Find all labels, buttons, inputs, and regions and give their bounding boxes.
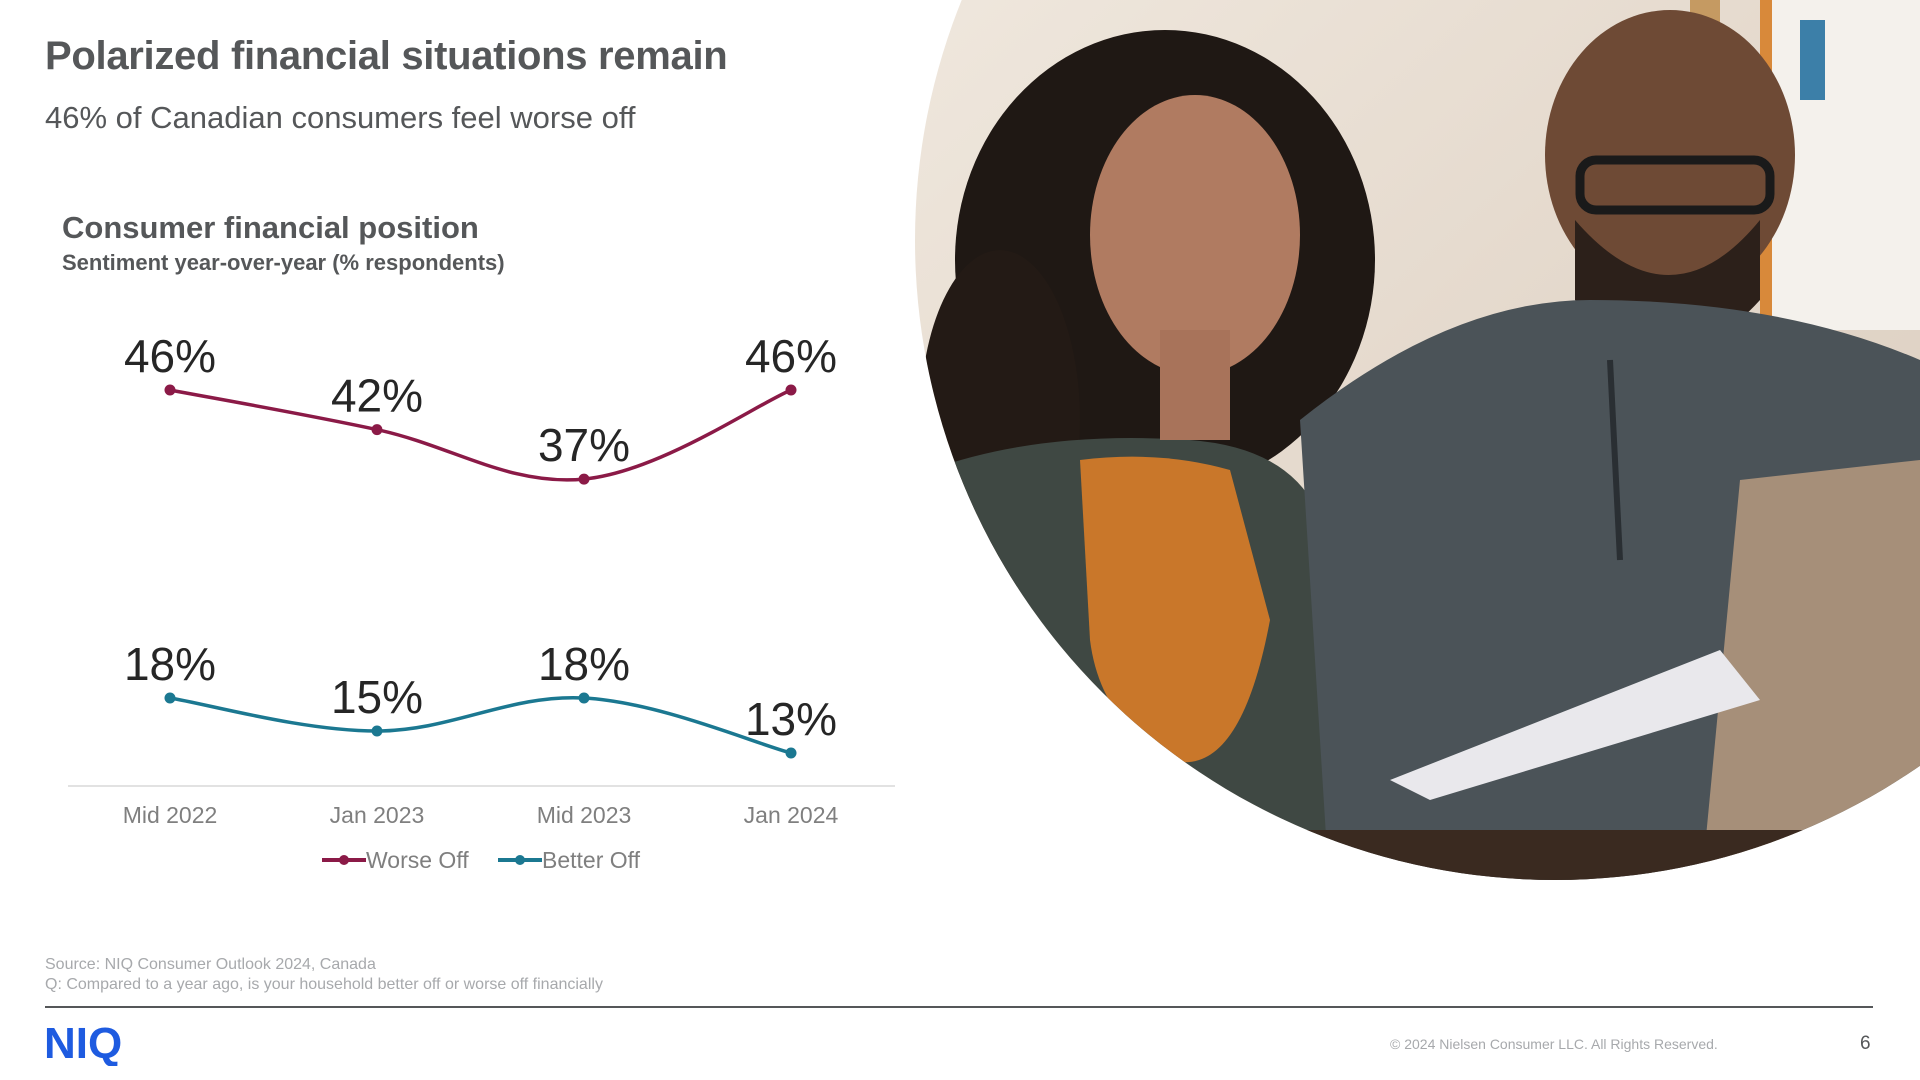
x-tick-label: Mid 2022	[123, 802, 218, 828]
x-tick-label: Mid 2023	[537, 802, 632, 828]
data-point	[164, 384, 176, 396]
data-point	[578, 473, 590, 485]
footer-divider	[45, 1006, 1873, 1008]
source-line: Source: NIQ Consumer Outlook 2024, Canad…	[45, 956, 376, 973]
legend-label: Better Off	[542, 847, 641, 873]
question-line: Q: Compared to a year ago, is your house…	[45, 976, 603, 993]
series-line-1	[169, 695, 792, 755]
data-label: 46%	[124, 330, 216, 382]
chart-subtitle: Sentiment year-over-year (% respondents)	[62, 250, 505, 275]
data-point	[371, 725, 383, 737]
chart-title: Consumer financial position	[62, 210, 479, 245]
svg-text:NIQ: NIQ	[44, 1020, 122, 1066]
slide-title: Polarized financial situations remain	[45, 34, 728, 78]
data-label: 42%	[331, 370, 423, 422]
legend-swatch-marker	[339, 855, 349, 865]
data-point	[164, 692, 176, 704]
page-number: 6	[1860, 1033, 1871, 1054]
data-label: 15%	[331, 671, 423, 723]
data-label: 18%	[538, 638, 630, 690]
slide-subtitle: 46% of Canadian consumers feel worse off	[45, 100, 636, 135]
data-label: 13%	[745, 693, 837, 745]
line-chart: 46% 42% 37% 46% 18% 15% 18% 13% Mid 2022 Jan 2023…	[68, 330, 895, 873]
data-point	[371, 424, 383, 436]
legend-label: Worse Off	[366, 847, 469, 873]
data-label: 18%	[124, 638, 216, 690]
data-point	[785, 384, 797, 396]
data-label: 46%	[745, 330, 837, 382]
x-tick-label: Jan 2023	[330, 802, 425, 828]
niq-logo: NIQ	[44, 1020, 122, 1066]
series-line-0	[169, 388, 792, 482]
copyright-notice: © 2024 Nielsen Consumer LLC. All Rights …	[1390, 1036, 1718, 1052]
legend-swatch-marker	[515, 855, 525, 865]
data-point	[785, 747, 797, 759]
data-label: 37%	[538, 419, 630, 471]
source-note: Source: NIQ Consumer Outlook 2024, Canad…	[45, 955, 603, 995]
x-tick-label: Jan 2024	[744, 802, 839, 828]
data-point	[578, 692, 590, 704]
